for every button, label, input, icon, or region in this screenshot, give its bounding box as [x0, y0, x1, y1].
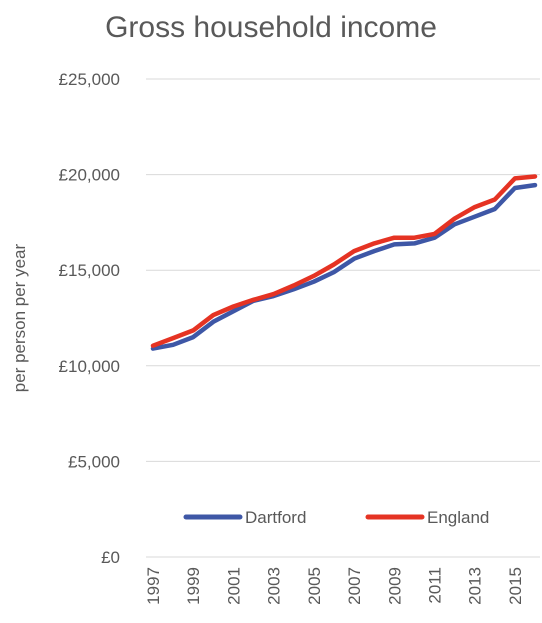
y-tick-label: £20,000 [59, 166, 120, 185]
y-axis-label: per person per year [10, 243, 29, 392]
x-tick-label: 2007 [345, 567, 364, 605]
x-tick-label: 2005 [305, 567, 324, 605]
legend-label-dartford: Dartford [245, 508, 306, 527]
x-tick-label: 2001 [224, 567, 243, 605]
x-tick-label: 2015 [506, 567, 525, 605]
y-tick-label: £15,000 [59, 261, 120, 280]
legend-label-england: England [427, 508, 489, 527]
y-axis-ticks: £0 £5,000 £10,000 £15,000 £20,000 £25,000 [59, 70, 120, 567]
y-tick-label: £5,000 [68, 452, 120, 471]
series-lines [150, 174, 538, 351]
x-tick-label: 2009 [385, 567, 404, 605]
x-tick-label: 1997 [144, 567, 163, 605]
x-tick-label: 2013 [466, 567, 485, 605]
x-axis-ticks: 1997 1999 2001 2003 2005 2007 2009 2011 2013 2015 [144, 567, 525, 605]
legend: Dartford England [183, 508, 489, 527]
series-line-england [150, 174, 538, 348]
chart-title: Gross household income [105, 11, 437, 44]
x-tick-label: 2011 [425, 567, 444, 604]
x-tick-label: 2003 [265, 567, 284, 605]
x-tick-label: 1999 [184, 567, 203, 605]
y-tick-label: £0 [101, 548, 120, 567]
y-tick-label: £25,000 [59, 70, 120, 89]
y-tick-label: £10,000 [59, 357, 120, 376]
gridlines [146, 78, 540, 558]
series-line-dartford [150, 182, 538, 351]
